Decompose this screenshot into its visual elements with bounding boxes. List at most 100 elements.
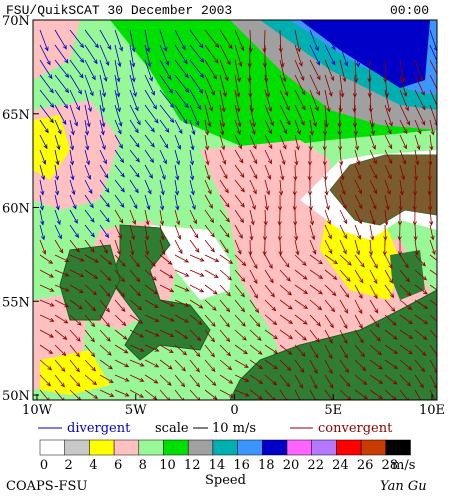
wind-arrow: [413, 164, 419, 181]
wind-arrow: [219, 194, 230, 208]
wind-arrow: [129, 254, 140, 268]
wind-arrow: [399, 74, 408, 97]
wind-arrow: [234, 74, 241, 98]
wind-arrow: [54, 44, 69, 64]
colorbar-label: 12: [184, 458, 201, 473]
wind-arrow: [293, 164, 298, 181]
wind-arrow: [189, 104, 200, 127]
wind-arrow: [54, 29, 67, 50]
wind-arrow: [279, 284, 292, 296]
wind-arrow: [144, 164, 153, 179]
wind-arrow: [84, 329, 95, 343]
wind-arrow: [249, 194, 256, 211]
wind-arrow: [174, 44, 188, 65]
colorbar-box: [311, 439, 337, 456]
wind-arrow: [189, 89, 202, 110]
wind-arrow: [324, 254, 339, 265]
wind-arrow: [84, 89, 92, 113]
wind-arrow: [339, 329, 348, 345]
wind-arrow: [262, 239, 267, 256]
wind-arrow: [324, 344, 333, 360]
wind-arrow: [144, 104, 159, 124]
wind-arrow: [129, 314, 144, 324]
wind-arrow: [69, 239, 80, 253]
wind-arrow: [159, 359, 173, 370]
wind-arrow: [399, 269, 410, 283]
footer-left: COAPS-FSU: [6, 479, 87, 494]
wind-arrow: [219, 344, 232, 357]
wind-arrow: [234, 269, 246, 283]
wind-arrow: [429, 284, 437, 291]
wind-arrow: [249, 164, 258, 180]
wind-arrow: [174, 284, 190, 292]
wind-arrow: [144, 314, 160, 322]
wind-arrow: [99, 239, 108, 254]
wind-arrow: [144, 209, 150, 226]
wind-arrow: [219, 374, 234, 384]
wind-arrow: [294, 254, 307, 266]
wind-arrow: [399, 179, 404, 196]
wind-arrow: [294, 239, 300, 256]
wind-arrow: [144, 149, 155, 164]
wind-arrow: [414, 299, 429, 310]
wind-arrow: [144, 284, 158, 295]
wind-arrow: [69, 254, 85, 262]
wind-arrow: [354, 374, 368, 386]
wind-arrow: [309, 344, 319, 359]
wind-arrow: [204, 89, 213, 112]
wind-arrow: [339, 284, 350, 298]
wind-arrow: [219, 179, 229, 194]
wind-arrow: [264, 359, 278, 370]
wind-arrow: [69, 359, 80, 373]
wind-arrow: [144, 44, 152, 68]
wind-arrow: [129, 29, 136, 53]
wind-arrow: [309, 314, 322, 327]
wind-arrow: [99, 359, 113, 370]
wind-arrow: [249, 179, 257, 195]
wind-arrow: [84, 224, 95, 238]
wind-arrow: [354, 359, 367, 372]
colorbar-box: [212, 439, 238, 456]
wind-arrow: [412, 209, 417, 226]
wind-arrow: [54, 89, 69, 109]
wind-arrow: [204, 194, 213, 209]
wind-arrow: [277, 209, 282, 226]
wind-arrow: [278, 239, 283, 256]
colorbar-box: [89, 439, 115, 456]
wind-arrow: [99, 224, 110, 239]
wind-arrow: [249, 224, 254, 241]
wind-arrow: [368, 239, 374, 256]
wind-arrow: [339, 299, 349, 314]
wind-arrow: [234, 359, 249, 368]
wind-arrow: [189, 389, 201, 400]
wind-arrow: [114, 164, 125, 178]
wind-arrow: [174, 359, 186, 372]
wind-arrow: [264, 299, 277, 312]
wind-arrow: [309, 389, 318, 400]
wind-arrow: [427, 179, 432, 196]
wind-arrow: [219, 134, 226, 151]
wind-arrow: [39, 209, 45, 226]
wind-arrow: [54, 314, 69, 324]
wind-arrow: [174, 194, 180, 211]
wind-arrow: [249, 284, 258, 299]
wind-arrow: [249, 134, 257, 150]
wind-arrow: [414, 329, 428, 340]
wind-arrow: [159, 194, 165, 211]
wind-arrow: [294, 224, 299, 241]
wind-arrow: [279, 104, 291, 126]
wind-arrow: [84, 164, 92, 180]
wind-arrow: [249, 149, 258, 165]
wind-arrow: [277, 224, 282, 241]
wind-arrow: [249, 329, 262, 341]
wind-arrow: [384, 314, 397, 326]
wind-arrow: [249, 104, 256, 128]
wind-arrow: [414, 344, 427, 357]
wind-arrow: [39, 119, 49, 134]
wind-arrow: [384, 389, 397, 400]
wind-arrow: [99, 329, 111, 342]
wind-arrow: [414, 374, 424, 389]
wind-arrow: [309, 44, 320, 66]
wind-arrow: [39, 329, 55, 338]
